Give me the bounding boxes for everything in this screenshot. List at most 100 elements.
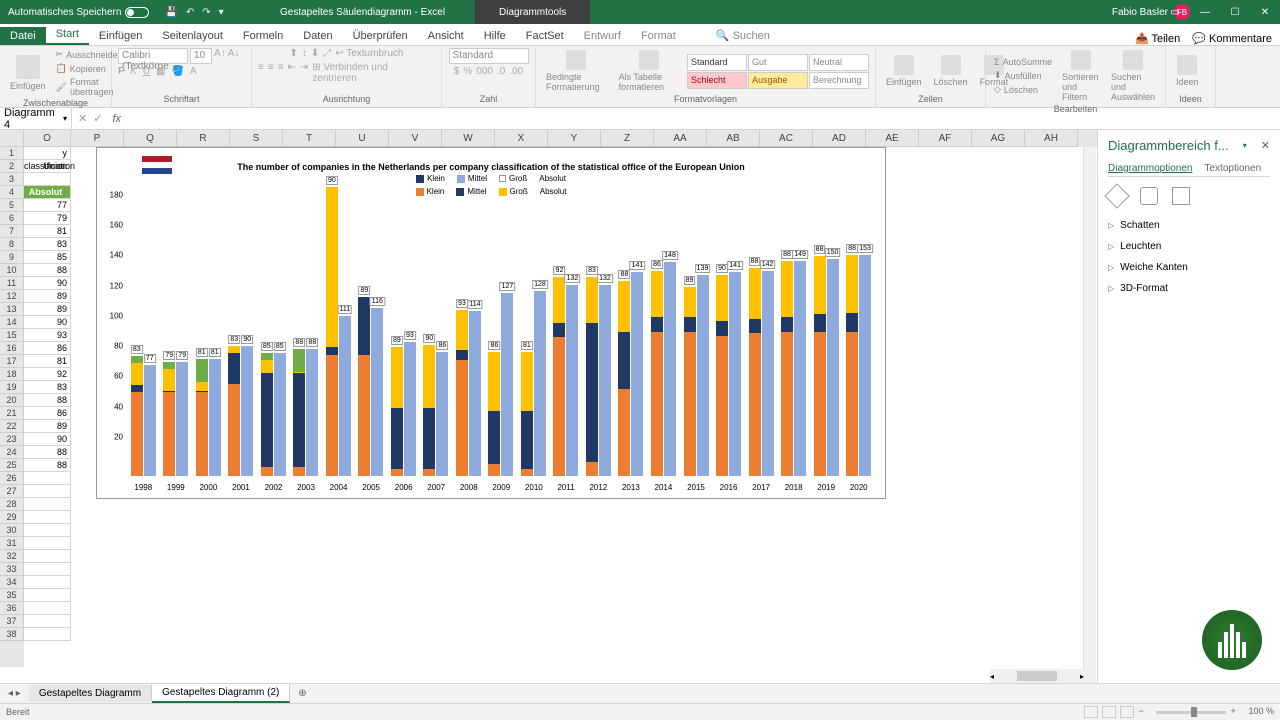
cell[interactable]: 88 [24, 264, 71, 277]
redo-icon[interactable]: ↷ [202, 7, 210, 18]
cell[interactable] [24, 472, 71, 485]
row-header[interactable]: 38 [0, 628, 24, 641]
cell[interactable]: 90 [24, 433, 71, 446]
cell[interactable]: y classification [24, 147, 71, 160]
accept-fx-icon[interactable]: ✓ [93, 112, 102, 125]
glow-section[interactable]: Leuchten [1108, 236, 1270, 257]
autosave-toggle[interactable]: Automatisches Speichern [0, 7, 157, 18]
row-header[interactable]: 1 [0, 147, 24, 160]
zoom-slider[interactable] [1156, 711, 1226, 714]
cell[interactable]: 83 [24, 238, 71, 251]
tab-file[interactable]: Datei [0, 27, 46, 45]
cell[interactable]: 77 [24, 199, 71, 212]
column-header[interactable]: AB [707, 130, 760, 147]
chart-bars[interactable]: 8377797981818390858588889011189116899390… [127, 204, 875, 476]
font-name-select[interactable]: Calibri (Textkörpe [118, 48, 188, 64]
cell[interactable] [24, 550, 71, 563]
sort-filter-button[interactable]: Sortieren und Filtern [1058, 48, 1103, 104]
row-header[interactable]: 27 [0, 485, 24, 498]
column-header[interactable]: AE [866, 130, 919, 147]
cell[interactable] [24, 173, 71, 186]
column-header[interactable]: Z [601, 130, 654, 147]
cell[interactable]: 81 [24, 355, 71, 368]
row-header[interactable]: 18 [0, 368, 24, 381]
style-schlecht[interactable]: Schlecht [687, 72, 747, 89]
row-header[interactable]: 31 [0, 537, 24, 550]
fx-icon[interactable]: fx [108, 113, 125, 125]
row-header[interactable]: 11 [0, 277, 24, 290]
column-header[interactable]: X [495, 130, 548, 147]
row-header[interactable]: 22 [0, 420, 24, 433]
cell[interactable]: 85 [24, 251, 71, 264]
page-layout-view-icon[interactable] [1102, 706, 1116, 718]
row-header[interactable]: 13 [0, 303, 24, 316]
select-all-corner[interactable] [0, 130, 24, 147]
tab-factset[interactable]: FactSet [516, 27, 574, 45]
zoom-level[interactable]: 100 % [1248, 706, 1274, 718]
row-header[interactable]: 9 [0, 251, 24, 264]
currency-icon[interactable]: $ [454, 66, 460, 77]
chart-options-tab[interactable]: Diagrammoptionen [1108, 163, 1193, 174]
cell[interactable] [24, 615, 71, 628]
column-header[interactable]: P [71, 130, 124, 147]
row-header[interactable]: 34 [0, 576, 24, 589]
cancel-fx-icon[interactable]: ✕ [78, 112, 87, 125]
comma-icon[interactable]: 000 [476, 66, 493, 77]
chart-y-axis[interactable]: 20406080100120140160180 [105, 204, 125, 476]
column-header[interactable]: V [389, 130, 442, 147]
row-header[interactable]: 15 [0, 329, 24, 342]
row-header[interactable]: 21 [0, 407, 24, 420]
comments-button[interactable]: 💬 Kommentare [1192, 32, 1272, 45]
chart-plot-area[interactable]: 20406080100120140160180 8377797981818390… [127, 204, 875, 476]
cell[interactable]: Absolut [24, 186, 71, 199]
cell[interactable]: 89 [24, 303, 71, 316]
fill-color-button[interactable]: 🪣 [171, 66, 183, 77]
row-header[interactable]: 29 [0, 511, 24, 524]
align-left-icon[interactable]: ≡ [258, 62, 264, 84]
normal-view-icon[interactable] [1084, 706, 1098, 718]
italic-button[interactable]: K [130, 66, 137, 77]
cell[interactable]: 88 [24, 394, 71, 407]
row-header[interactable]: 26 [0, 472, 24, 485]
autosum-button[interactable]: Σ AutoSumme [992, 56, 1054, 68]
dec-dec-icon[interactable]: .00 [509, 66, 523, 77]
column-header[interactable]: AF [919, 130, 972, 147]
align-top-icon[interactable]: ⬆ [289, 48, 297, 59]
cell[interactable]: 81 [24, 225, 71, 238]
insert-cells-button[interactable]: Einfügen [882, 53, 926, 89]
cell[interactable] [24, 498, 71, 511]
grow-font-icon[interactable]: A↑ [214, 48, 226, 64]
text-options-tab[interactable]: Textoptionen [1205, 163, 1262, 174]
cell[interactable] [24, 511, 71, 524]
row-header[interactable]: 28 [0, 498, 24, 511]
indent-inc-icon[interactable]: ⇥ [300, 62, 308, 84]
cell[interactable] [24, 576, 71, 589]
cell[interactable] [24, 628, 71, 641]
cell[interactable] [24, 485, 71, 498]
zoom-out-icon[interactable]: − [1138, 706, 1152, 718]
sheet-nav-icon[interactable]: ◂ ▸ [0, 688, 29, 699]
font-color-button[interactable]: A [190, 66, 197, 77]
sheet-tab-1[interactable]: Gestapeltes Diagramm [29, 685, 152, 702]
tab-insert[interactable]: Einfügen [89, 27, 152, 45]
horizontal-scrollbar[interactable]: ◂▸ [990, 669, 1084, 683]
shrink-font-icon[interactable]: A↓ [228, 48, 240, 64]
style-berechnung[interactable]: Berechnung [809, 72, 869, 89]
row-header[interactable]: 17 [0, 355, 24, 368]
cell[interactable]: 89 [24, 420, 71, 433]
row-header[interactable]: 20 [0, 394, 24, 407]
row-header[interactable]: 30 [0, 524, 24, 537]
chart-title[interactable]: The number of companies in the Netherlan… [97, 148, 885, 172]
fill-button[interactable]: ⬇ Ausfüllen [992, 69, 1054, 82]
cell[interactable]: 83 [24, 381, 71, 394]
close-pane-icon[interactable]: ✕ [1261, 139, 1270, 152]
cell[interactable] [24, 563, 71, 576]
maximize-icon[interactable]: ☐ [1220, 7, 1250, 18]
vertical-scrollbar[interactable] [1083, 147, 1096, 683]
row-header[interactable]: 14 [0, 316, 24, 329]
column-header[interactable]: AA [654, 130, 707, 147]
row-header[interactable]: 32 [0, 550, 24, 563]
cell[interactable]: 92 [24, 368, 71, 381]
delete-cells-button[interactable]: Löschen [930, 53, 972, 89]
ideas-button[interactable]: Ideen [1172, 53, 1203, 89]
